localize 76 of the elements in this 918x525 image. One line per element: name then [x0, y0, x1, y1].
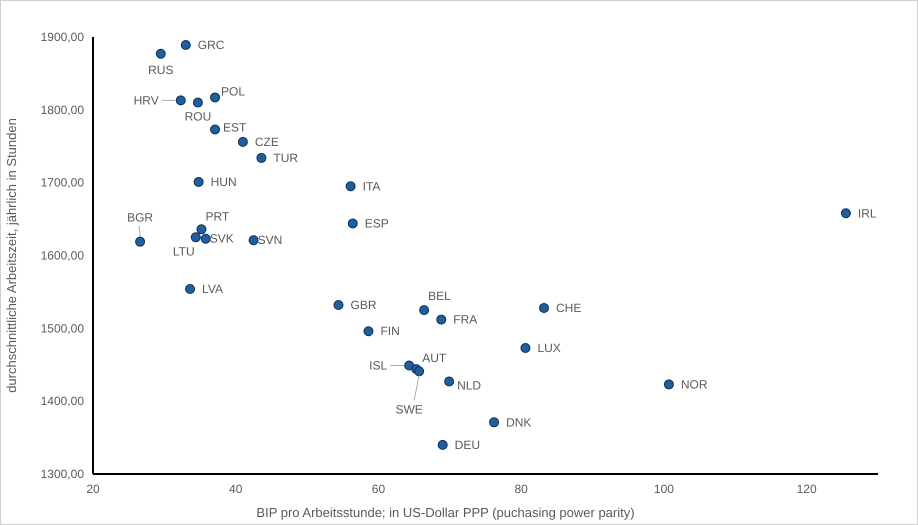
- y-tick-label: 1600,00: [40, 248, 84, 262]
- point: [194, 176, 204, 187]
- x-tick-label: 60: [372, 482, 386, 496]
- point: [210, 124, 220, 134]
- annotation: ROU: [184, 110, 212, 124]
- point: [180, 40, 191, 50]
- point: [200, 234, 211, 244]
- annotation: FIN: [380, 324, 400, 338]
- annotation: BEL: [428, 289, 452, 304]
- point: [192, 98, 203, 108]
- point: [664, 379, 674, 390]
- annotation: BGR: [127, 210, 154, 225]
- x-tick-label: 100: [654, 482, 674, 496]
- point: [190, 232, 201, 242]
- annotation: CZE: [254, 134, 279, 149]
- point: [348, 218, 358, 228]
- annotation: SWE: [395, 402, 423, 416]
- annotation: NOR: [680, 377, 708, 392]
- point: [520, 343, 530, 353]
- point: [176, 95, 186, 106]
- annotation: POL: [221, 84, 246, 98]
- y-axis-title: durchschnittliche Arbeitszeit, jährlich in Stunden: [4, 118, 19, 393]
- point: [333, 300, 344, 310]
- x-tick-label: 80: [514, 482, 528, 496]
- annotation: LUX: [537, 341, 561, 355]
- annotation: HRV: [134, 93, 159, 108]
- annotation: CHE: [556, 300, 582, 315]
- point: [248, 235, 259, 246]
- point: [840, 208, 851, 218]
- y-tick-label: 1400,00: [40, 394, 84, 408]
- point: [419, 305, 430, 316]
- x-axis-title: BIP pro Arbeitsstunde; in US-Dollar PPP (puchasing power parity): [256, 505, 635, 520]
- annotation: ESP: [364, 216, 389, 230]
- annotation: IRL: [858, 206, 877, 220]
- annotation: TUR: [273, 150, 298, 165]
- annotation: DEU: [454, 438, 480, 452]
- point: [363, 326, 374, 336]
- y-tick-label: 1800,00: [40, 102, 84, 117]
- point: [539, 302, 550, 313]
- annotation: FRA: [453, 312, 478, 327]
- annotation: SVK: [210, 232, 234, 246]
- y-tick-label: 1500,00: [40, 321, 84, 336]
- point: [404, 360, 414, 370]
- point: [489, 417, 500, 428]
- annotation: RUS: [148, 62, 174, 77]
- point: [210, 92, 220, 102]
- annotation: AUT: [422, 351, 447, 366]
- x-tick-label: 120: [796, 482, 817, 496]
- annotation: GBR: [350, 298, 377, 312]
- x-tick-label: 40: [229, 482, 243, 496]
- annotation: ISL: [369, 358, 388, 372]
- x-tick-label: 20: [86, 482, 100, 496]
- annotation: SVN: [258, 233, 282, 248]
- point: [346, 181, 356, 192]
- point: [135, 236, 146, 247]
- annotation: HUN: [210, 174, 237, 189]
- y-tick-label: 1900,00: [40, 30, 84, 44]
- point: [256, 152, 266, 163]
- annotation: PRT: [205, 209, 230, 224]
- point: [238, 136, 248, 147]
- point: [436, 314, 446, 325]
- annotation: LVA: [202, 282, 223, 296]
- point: [414, 366, 424, 376]
- point: [444, 376, 454, 386]
- point: [438, 440, 448, 450]
- annotation: ITA: [362, 179, 380, 194]
- point: [196, 224, 206, 234]
- point: [156, 48, 166, 59]
- annotation: EST: [223, 120, 248, 134]
- annotation: LTU: [172, 244, 195, 258]
- y-tick-label: 1300,00: [40, 467, 84, 481]
- annotation: GRC: [198, 38, 225, 52]
- y-tick-label: 1700,00: [40, 176, 84, 190]
- annotation: DNK: [506, 415, 532, 430]
- annotation: NLD: [457, 378, 482, 392]
- point: [185, 284, 196, 294]
